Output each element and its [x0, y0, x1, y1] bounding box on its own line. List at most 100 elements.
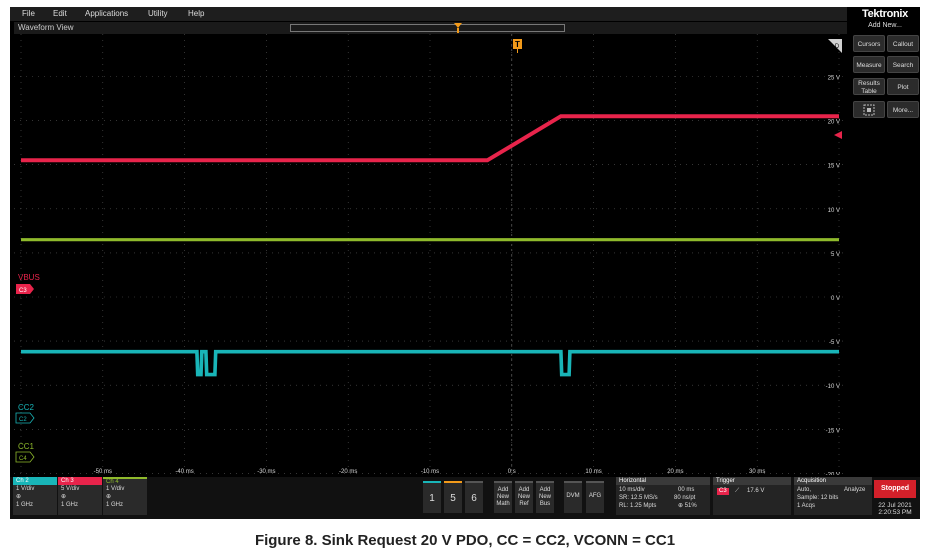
- brand-logo: Tektronix: [862, 8, 908, 20]
- date-time: 22 Jul 2021 2:20:53 PM: [874, 502, 916, 516]
- x-tick-label: -50 ms: [94, 469, 112, 475]
- cc2-label: CC2: [18, 403, 35, 412]
- sample-bits: Sample: 12 bits: [797, 495, 839, 501]
- more-button[interactable]: More...: [887, 101, 919, 118]
- horizontal-panel[interactable]: Horizontal 10 ms/div 00 ms SR: 12.5 MS/s…: [616, 477, 710, 515]
- add-new-label: Add New...: [868, 22, 902, 29]
- menu-utility[interactable]: Utility: [148, 9, 168, 18]
- menu-edit[interactable]: Edit: [53, 9, 67, 18]
- vbus-trace: [21, 114, 839, 163]
- y-tick-label: 20 V: [828, 120, 840, 126]
- zoom-button[interactable]: [853, 101, 885, 118]
- add-math-button[interactable]: Add New Math: [494, 481, 512, 513]
- channel-4-bandwidth: 1 GHz: [106, 502, 124, 508]
- x-tick-label: 30 ms: [749, 469, 765, 475]
- trigger-marker[interactable]: T: [513, 39, 522, 53]
- acquisition-title: Acquisition: [794, 477, 872, 485]
- side-panel: Cursors Callout Measure Search Results T…: [850, 22, 920, 142]
- vbus-tag-label: C3: [19, 288, 27, 294]
- channel-3-offset: ⊕: [61, 494, 67, 500]
- record-overview-box[interactable]: [290, 24, 565, 32]
- cursors-button[interactable]: Cursors: [853, 35, 885, 52]
- channel-2-name: Ch 2: [13, 477, 57, 485]
- add-bus-button[interactable]: Add New Bus: [536, 481, 554, 513]
- date-display: 22 Jul 2021: [878, 502, 912, 509]
- traces: [21, 114, 839, 377]
- cc1-tag-label: C4: [19, 456, 27, 462]
- time-display: 2:20:53 PM: [878, 509, 912, 516]
- position-marker[interactable]: D: [828, 39, 842, 53]
- channel-4-offset: ⊕: [106, 494, 112, 500]
- trigger-panel[interactable]: Trigger C3 ⟋ 17.6 V: [713, 477, 791, 515]
- channel-2-badge[interactable]: Ch 2 1 V/div ⊕ 1 GHz: [13, 477, 57, 515]
- record-length: RL: 1.25 Mpts: [619, 503, 657, 509]
- results-table-button[interactable]: Results Table: [853, 78, 885, 95]
- vbus-tag[interactable]: C3: [16, 284, 34, 294]
- channel-3-bandwidth: 1 GHz: [61, 502, 79, 508]
- acquisition-count: 1 Acqs: [797, 503, 816, 509]
- waveform-view-title: Waveform View: [18, 23, 74, 32]
- trigger-source: C3: [717, 488, 729, 495]
- trigger-level-arrow[interactable]: [834, 131, 842, 139]
- x-tick-label: -40 ms: [175, 469, 193, 475]
- channel-4-name: Ch 4: [103, 477, 147, 485]
- cc2-trace: [21, 349, 839, 377]
- trigger-position-percent: ⊕ 51%: [678, 503, 697, 509]
- x-tick-label: -10 ms: [421, 469, 439, 475]
- trigger-position-icon[interactable]: [452, 22, 464, 34]
- x-tick-label: 0 s: [508, 469, 516, 475]
- channel-6-button[interactable]: 6: [465, 481, 483, 513]
- channel-2-offset: ⊕: [16, 494, 22, 500]
- y-tick-label: 15 V: [828, 164, 840, 170]
- sample-rate: SR: 12.5 MS/s: [619, 495, 658, 501]
- trigger-level: 17.6 V: [747, 488, 765, 494]
- channel-3-scale: 5 V/div: [61, 486, 80, 492]
- horizontal-scale: 10 ms/div: [619, 487, 645, 493]
- y-tick-label: 5 V: [831, 252, 840, 258]
- horizontal-title: Horizontal: [616, 477, 710, 485]
- waveform-view-header: Waveform View: [14, 22, 847, 34]
- bottom-bar: Ch 2 1 V/div ⊕ 1 GHz Ch 3 5 V/div ⊕ 1 GH…: [10, 477, 920, 519]
- time-per-point: 80 ns/pt: [674, 495, 696, 501]
- cc1-label: CC1: [18, 442, 35, 451]
- channel-4-scale: 1 V/div: [106, 486, 125, 492]
- graticule: [14, 34, 847, 475]
- rising-edge-icon: ⟋: [735, 488, 740, 494]
- cc2-tag[interactable]: C2: [15, 412, 35, 424]
- search-button[interactable]: Search: [887, 56, 919, 73]
- y-tick-label: 10 V: [828, 208, 840, 214]
- zoom-icon: [863, 104, 875, 116]
- plot-button[interactable]: Plot: [887, 78, 919, 95]
- x-tick-label: 10 ms: [585, 469, 601, 475]
- horizontal-position: 00 ms: [678, 487, 695, 493]
- y-tick-label: -20 V: [826, 472, 840, 475]
- measure-button[interactable]: Measure: [853, 56, 885, 73]
- acquisition-panel[interactable]: Acquisition Auto, Analyze Sample: 12 bit…: [794, 477, 872, 515]
- trigger-marker-label: T: [515, 40, 520, 49]
- channel-4-badge[interactable]: Ch 4 1 V/div ⊕ 1 GHz: [103, 477, 147, 515]
- menu-file[interactable]: File: [22, 9, 35, 18]
- y-tick-label: 25 V: [828, 76, 840, 82]
- menu-help[interactable]: Help: [188, 9, 205, 18]
- position-marker-label: D: [835, 44, 840, 50]
- add-ref-button[interactable]: Add New Ref: [515, 481, 533, 513]
- y-axis-labels: 25 V 20 V 15 V 10 V 5 V 0 V -5 V -10 V -15 V -20 …: [826, 76, 840, 476]
- waveform-plot[interactable]: 25 V 20 V 15 V 10 V 5 V 0 V -5 V -10 V -15 V -20 …: [14, 34, 847, 475]
- channel-5-button[interactable]: 5: [444, 481, 462, 513]
- analyze-label: Analyze: [844, 487, 866, 493]
- afg-button[interactable]: AFG: [586, 481, 604, 513]
- x-tick-label: -20 ms: [339, 469, 357, 475]
- menu-applications[interactable]: Applications: [85, 9, 129, 18]
- dvm-button[interactable]: DVM: [564, 481, 582, 513]
- callout-button[interactable]: Callout: [887, 35, 919, 52]
- y-tick-label: -10 V: [826, 384, 840, 390]
- run-stop-status[interactable]: Stopped: [874, 480, 916, 498]
- acquisition-mode: Auto,: [797, 487, 812, 493]
- y-tick-label: -5 V: [829, 340, 840, 346]
- cc1-tag[interactable]: C4: [15, 451, 35, 463]
- channel-3-badge[interactable]: Ch 3 5 V/div ⊕ 1 GHz: [58, 477, 102, 515]
- channel-1-button[interactable]: 1: [423, 481, 441, 513]
- oscilloscope-app: File Edit Applications Utility Help Tekt…: [10, 7, 920, 519]
- y-tick-label: -15 V: [826, 428, 840, 434]
- y-tick-label: 0 V: [831, 296, 840, 302]
